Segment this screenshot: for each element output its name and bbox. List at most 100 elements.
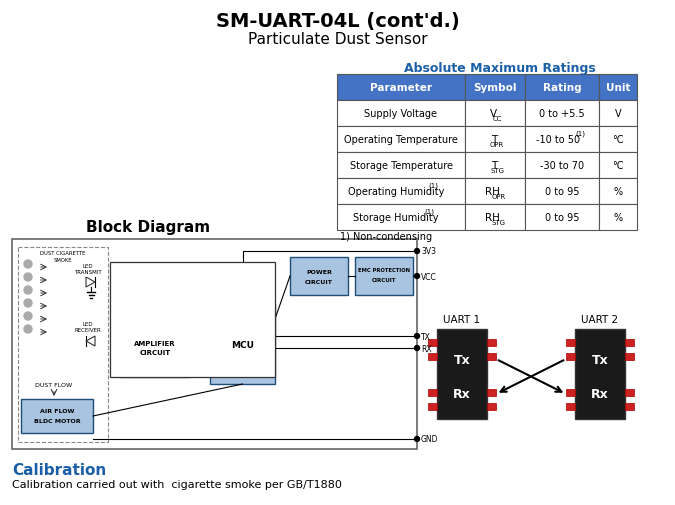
Text: Operating Humidity: Operating Humidity bbox=[348, 187, 444, 196]
Text: VCC: VCC bbox=[421, 272, 437, 281]
Text: %: % bbox=[614, 187, 622, 196]
Text: GND: GND bbox=[421, 435, 439, 443]
Text: LED: LED bbox=[82, 264, 93, 269]
Text: 0 to 95: 0 to 95 bbox=[545, 187, 579, 196]
Bar bbox=[487, 402, 496, 410]
Circle shape bbox=[414, 274, 419, 279]
Text: (1): (1) bbox=[575, 130, 585, 137]
Bar bbox=[337, 127, 465, 153]
Text: Storage Temperature: Storage Temperature bbox=[350, 161, 452, 171]
Circle shape bbox=[24, 325, 32, 333]
Circle shape bbox=[414, 334, 419, 339]
Bar bbox=[110, 263, 275, 377]
Bar bbox=[428, 353, 437, 360]
Text: °C: °C bbox=[612, 135, 624, 145]
Bar bbox=[120, 317, 190, 377]
Bar bbox=[625, 402, 634, 410]
Text: Absolute Maximum Ratings: Absolute Maximum Ratings bbox=[404, 62, 596, 75]
Bar bbox=[625, 389, 634, 396]
Text: %: % bbox=[614, 213, 622, 223]
Bar bbox=[465, 179, 525, 205]
Text: 1) Non-condensing: 1) Non-condensing bbox=[340, 231, 432, 241]
Text: (1): (1) bbox=[429, 182, 438, 189]
Bar bbox=[355, 258, 413, 295]
Text: DUST CIGARETTE: DUST CIGARETTE bbox=[40, 250, 86, 256]
Bar bbox=[599, 153, 637, 179]
Bar bbox=[465, 127, 525, 153]
Text: OPR: OPR bbox=[491, 193, 506, 199]
Text: 0 to 95: 0 to 95 bbox=[545, 213, 579, 223]
Text: BLDC MOTOR: BLDC MOTOR bbox=[34, 419, 80, 424]
Text: Calibration carried out with  cigarette smoke per GB/T1880: Calibration carried out with cigarette s… bbox=[12, 479, 342, 489]
Text: OPR: OPR bbox=[490, 142, 504, 147]
Bar bbox=[566, 353, 575, 360]
Text: DUST FLOW: DUST FLOW bbox=[35, 382, 73, 387]
Text: V: V bbox=[615, 109, 621, 119]
Text: STG: STG bbox=[491, 220, 506, 226]
Text: EMC PROTECTION: EMC PROTECTION bbox=[358, 268, 410, 273]
Text: CIRCUIT: CIRCUIT bbox=[139, 349, 171, 356]
Bar bbox=[337, 75, 465, 101]
Text: T: T bbox=[491, 161, 497, 171]
Bar bbox=[599, 179, 637, 205]
Text: Calibration: Calibration bbox=[12, 462, 106, 477]
Text: Rx: Rx bbox=[591, 388, 609, 400]
Bar bbox=[566, 339, 575, 346]
Bar bbox=[487, 339, 496, 346]
Text: Rating: Rating bbox=[543, 83, 581, 93]
Text: RH: RH bbox=[485, 187, 500, 196]
Bar bbox=[290, 258, 348, 295]
Text: Operating Temperature: Operating Temperature bbox=[344, 135, 458, 145]
Bar bbox=[337, 205, 465, 231]
Bar bbox=[625, 353, 634, 360]
Circle shape bbox=[414, 346, 419, 351]
Text: RECEIVER: RECEIVER bbox=[75, 327, 101, 332]
Text: V: V bbox=[490, 109, 497, 119]
Text: -30 to 70: -30 to 70 bbox=[540, 161, 584, 171]
Bar bbox=[566, 402, 575, 410]
Bar bbox=[428, 339, 437, 346]
Bar bbox=[525, 153, 599, 179]
Bar bbox=[566, 389, 575, 396]
Circle shape bbox=[24, 274, 32, 281]
Text: RX: RX bbox=[421, 344, 431, 353]
Text: CIRCUIT: CIRCUIT bbox=[372, 277, 396, 282]
Text: Tx: Tx bbox=[454, 353, 470, 366]
Bar bbox=[599, 75, 637, 101]
Text: 3V3: 3V3 bbox=[421, 247, 436, 256]
Bar bbox=[525, 101, 599, 127]
Text: CIRCUIT: CIRCUIT bbox=[305, 279, 333, 284]
Text: Particulate Dust Sensor: Particulate Dust Sensor bbox=[248, 32, 427, 47]
Text: °C: °C bbox=[612, 161, 624, 171]
Text: TX: TX bbox=[421, 332, 431, 341]
Bar bbox=[337, 179, 465, 205]
Bar bbox=[525, 205, 599, 231]
Text: 0 to +5.5: 0 to +5.5 bbox=[539, 109, 585, 119]
Bar bbox=[337, 101, 465, 127]
Text: TRANSMIT: TRANSMIT bbox=[74, 270, 102, 274]
Bar bbox=[525, 127, 599, 153]
Text: CC: CC bbox=[493, 116, 502, 122]
Text: UART 1: UART 1 bbox=[443, 315, 481, 324]
Bar bbox=[465, 101, 525, 127]
Bar bbox=[599, 127, 637, 153]
Bar bbox=[210, 305, 275, 384]
Text: -10 to 50: -10 to 50 bbox=[536, 135, 580, 145]
Text: LED: LED bbox=[82, 321, 93, 326]
Bar bbox=[465, 153, 525, 179]
Bar bbox=[625, 339, 634, 346]
Bar bbox=[337, 153, 465, 179]
Circle shape bbox=[24, 313, 32, 320]
Bar bbox=[487, 353, 496, 360]
Bar bbox=[21, 399, 93, 433]
Bar bbox=[465, 75, 525, 101]
Bar bbox=[525, 179, 599, 205]
Bar bbox=[18, 247, 108, 442]
Text: (1): (1) bbox=[425, 209, 435, 215]
Text: UART 2: UART 2 bbox=[581, 315, 618, 324]
Text: Unit: Unit bbox=[605, 83, 630, 93]
Text: RH: RH bbox=[485, 213, 500, 223]
Bar bbox=[525, 75, 599, 101]
Text: POWER: POWER bbox=[306, 270, 332, 275]
Text: Rx: Rx bbox=[453, 388, 471, 400]
